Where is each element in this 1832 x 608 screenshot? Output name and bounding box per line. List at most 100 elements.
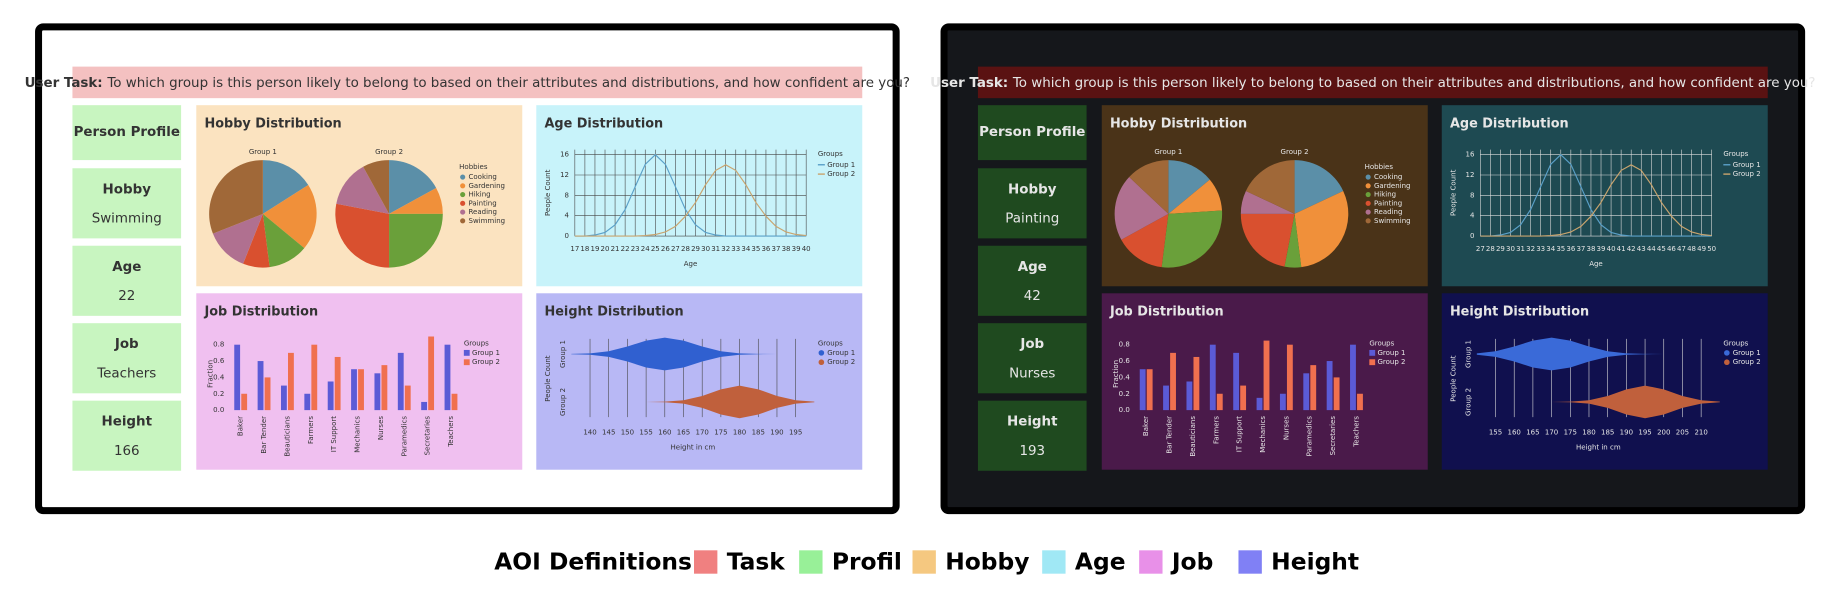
x-tick-label: 170 [1545, 427, 1558, 436]
y-tick-label: 0.8 [213, 340, 224, 349]
profile-cell [977, 245, 1087, 316]
x-tick-label: Bar Tender [1165, 416, 1174, 454]
pie-slice [243, 213, 270, 268]
bar [1256, 397, 1263, 411]
bar [1186, 381, 1193, 411]
x-tick-label: 34 [741, 244, 750, 253]
legend-swatch [463, 349, 470, 356]
pie-slice [336, 166, 390, 214]
profile-label: Age [1018, 260, 1047, 275]
pie-slice [209, 160, 263, 234]
aoi-swatch [694, 550, 718, 574]
legend-label: Group 1 [827, 348, 855, 357]
bar [351, 369, 357, 411]
bar [1170, 352, 1176, 411]
legend-label: Cooking [1374, 172, 1402, 181]
pie-slice [389, 160, 437, 214]
legend-swatch [460, 218, 466, 224]
x-tick-label: 35 [751, 244, 760, 253]
legend-swatch [818, 359, 825, 366]
aoi-title: AOI Definitions: [494, 548, 701, 576]
x-tick-label: 24 [641, 244, 650, 253]
x-tick-label: 175 [714, 427, 727, 436]
x-tick-label: 180 [733, 427, 746, 436]
legend-label: Group 2 [827, 169, 855, 178]
violin-half [571, 354, 815, 371]
bar [280, 385, 287, 411]
x-tick-label: 200 [1657, 427, 1670, 436]
x-tick-label: Nurses [1281, 416, 1290, 441]
x-tick-label: 50 [1707, 244, 1716, 253]
x-tick-label: 39 [1597, 244, 1606, 253]
bar [288, 352, 294, 411]
x-axis-label: Age [684, 259, 698, 268]
x-tick-label: 32 [1526, 244, 1535, 253]
violin-half [571, 401, 815, 419]
bar [1350, 344, 1356, 411]
x-tick-label: 205 [1676, 427, 1689, 436]
legend-swatch [463, 359, 470, 366]
x-tick-label: 19 [590, 244, 599, 253]
profile-cell [72, 168, 182, 239]
bar [1279, 393, 1286, 411]
legend-label: Group 2 [472, 357, 500, 366]
y-tick-label: 12 [560, 170, 569, 179]
legend-label: Reading [469, 207, 497, 216]
x-tick-label: Teachers [1351, 416, 1360, 448]
y-axis-label: People Count [543, 169, 552, 216]
box-title: Age Distribution [1450, 116, 1569, 131]
legend-swatch [460, 191, 466, 198]
profile-value: 166 [114, 444, 140, 459]
profile-label: Job [1019, 337, 1044, 352]
x-tick-label: 165 [1526, 427, 1539, 436]
x-tick-label: 44 [1647, 244, 1656, 253]
x-tick-label: IT Support [329, 416, 338, 452]
x-tick-label: 23 [631, 244, 640, 253]
aoi-label: Hobby [945, 548, 1029, 576]
y-tick-label: 0.0 [213, 405, 224, 414]
legend-label: Gardening [469, 181, 505, 190]
x-axis-label: Height in cm [671, 443, 716, 452]
x-tick-label: 17 [570, 244, 579, 253]
aoi-label: Profil [832, 548, 902, 576]
bar [381, 365, 388, 411]
pie-slice [1294, 190, 1349, 268]
y-axis-label: Fraction [205, 360, 214, 388]
x-tick-label: 190 [1620, 427, 1633, 436]
task-label: User Task: [930, 76, 1008, 91]
legend-title: Hobbies [1365, 162, 1394, 171]
x-tick-label: 21 [611, 244, 620, 253]
x-tick-label: Mechanics [1258, 416, 1267, 453]
aoi-swatch [1238, 550, 1262, 574]
legend-swatch [1365, 174, 1371, 180]
task-text: User Task: To which group is this person … [25, 76, 910, 91]
profile-label: Hobby [1008, 182, 1057, 197]
x-tick-label: 45 [1657, 244, 1666, 253]
x-axis-label: Age [1589, 259, 1603, 268]
bar [327, 381, 334, 411]
legend-swatch [1365, 183, 1371, 189]
x-tick-label: 26 [661, 244, 670, 253]
x-tick-label: 140 [583, 427, 596, 436]
x-axis-label: Height in cm [1576, 443, 1621, 452]
x-tick-label: 38 [1586, 244, 1595, 253]
legend-swatch [460, 183, 466, 189]
profile-cell [977, 105, 1087, 161]
profile-value: 42 [1024, 289, 1041, 304]
pie-slice [262, 160, 309, 214]
y-tick-label: Group 1 [558, 340, 567, 368]
legend-label: Reading [1374, 207, 1402, 216]
task-label: User Task: [25, 76, 103, 91]
x-tick-label: 170 [696, 427, 709, 436]
legend-title: Hobbies [459, 162, 488, 171]
profile-label: Hobby [103, 182, 152, 197]
profile-value: Teachers [96, 366, 156, 381]
bar [1146, 369, 1153, 411]
x-tick-label: 185 [1601, 427, 1614, 436]
violin-half [571, 385, 815, 402]
x-tick-label: 150 [621, 427, 634, 436]
aoi-label: Age [1075, 548, 1126, 576]
bar [304, 393, 311, 411]
x-tick-label: 145 [602, 427, 615, 436]
